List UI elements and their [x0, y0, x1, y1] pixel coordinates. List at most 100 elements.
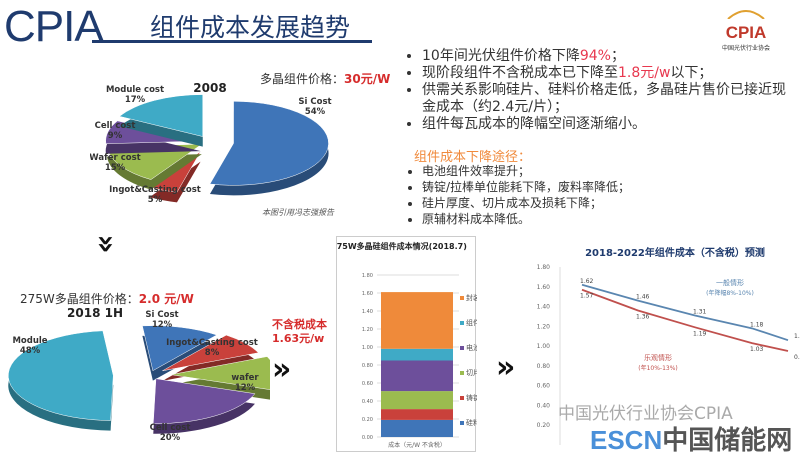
bullet-item: 供需关系影响硅片、硅料价格走低，多晶硅片售价已接近现金成本（约2.4元/片）； — [422, 82, 795, 116]
series-line — [581, 288, 789, 352]
tax-free-label: 不含税成本 — [272, 318, 327, 331]
y-tick-label: 0.40 — [362, 399, 373, 405]
legend-label: 电池制造 — [466, 343, 477, 352]
pie-chart-2008: 2008 Si Cost 54% Ingot&Casting cost 5% Wafer … — [90, 81, 332, 205]
price-label: 275W多晶组件价格： — [20, 292, 139, 306]
bullet-item: 现阶段组件不含税成本已下降至1.8元/w以下； — [422, 65, 795, 82]
slice-label: Si Cost 54% — [298, 97, 331, 117]
source-note: 本图引用冯志强报告 — [262, 208, 334, 217]
series-note: (年10%-13%) — [638, 364, 678, 372]
double-chevron-right-icon: » — [272, 352, 292, 387]
bullet-item: 组件每瓦成本的降幅空间逐渐缩小。 — [422, 116, 795, 133]
slice-label: Wafer cost 15% — [90, 153, 141, 173]
series-line — [581, 283, 789, 342]
y-tick-label: 1.40 — [362, 309, 373, 315]
slice-label: Cell cost 20% — [150, 423, 191, 443]
watermark-escn: ESCN中国储能网 — [590, 427, 792, 453]
page-title: 组件成本发展趋势 — [150, 13, 351, 42]
sub-heading: 组件成本下降途径： — [414, 150, 532, 165]
series-note: (年降幅8%-10%) — [706, 289, 754, 297]
line-chart-title: 2018-2022年组件成本（不含税）预测 — [585, 246, 765, 259]
sub-bullet-item: 铸锭/拉棒单位能耗下降，废料率降低； — [422, 179, 795, 195]
data-label: 1.62 — [580, 278, 594, 285]
pie-slice — [209, 101, 329, 196]
price-value: 2.0 元/W — [138, 292, 194, 306]
y-tick-label: 1.00 — [362, 345, 373, 351]
y-tick-label: 1.20 — [537, 323, 551, 330]
y-tick-label: 0.80 — [537, 363, 551, 370]
bullet-hl: 1.8元/w — [618, 65, 671, 81]
bar-chart-title: 275W多晶硅组件成本情况(2018.7) — [337, 241, 467, 251]
legend-swatch — [460, 421, 464, 425]
data-label: 1.57 — [580, 293, 594, 300]
data-label: 1.31 — [693, 308, 707, 315]
bar-segment — [381, 391, 453, 410]
legend-label: 铸锭 — [466, 393, 477, 402]
double-chevron-right-icon: » — [496, 350, 516, 385]
pie-title: 2008 — [193, 81, 226, 95]
legend-label: 封装辅材 — [466, 293, 477, 302]
bullet-post: ； — [610, 48, 625, 64]
escn-text: ESCN — [590, 425, 663, 455]
pie-slice — [8, 330, 114, 431]
bullet-pre: 供需关系影响硅片、硅料价格走低，多晶硅片售价已接近现金成本（约2.4元/片）； — [422, 82, 786, 115]
bullet-hl: 94% — [579, 48, 611, 64]
y-tick-label: 1.80 — [537, 264, 551, 271]
escn-cn-text: 中国储能网 — [662, 425, 793, 455]
price-label: 多晶组件价格： — [260, 72, 345, 86]
watermark-cpia: 中国光伏行业协会CPIA — [558, 404, 733, 424]
sub-points: 电池组件效率提升；铸锭/拉棒单位能耗下降，废料率降低；硅片厚度、切片成本及损耗下… — [400, 163, 795, 227]
data-label: 0.95 — [794, 354, 800, 361]
title-underline — [92, 40, 372, 43]
line-chart-forecast: 2018-2022年组件成本（不含税）预测 0.20 0.40 0.60 0.80 1.0… — [537, 246, 800, 445]
chevron-down-icon: » — [88, 234, 124, 254]
bar-segment — [381, 409, 453, 420]
y-tick-label: 0.40 — [537, 402, 551, 409]
pie-chart-2018: 2018 1H Si Cost 12% Ingot&Casting cost 8% waf… — [8, 306, 270, 443]
bullet-pre: 现阶段组件不含税成本已下降至 — [422, 65, 618, 81]
y-tick-label: 1.00 — [537, 343, 551, 350]
legend-label: 切片 — [466, 368, 477, 377]
cpia-logo: CPIA 中国光伏行业协会 — [708, 4, 784, 52]
brand-wordmark: CPIA — [4, 2, 104, 51]
y-tick-label: 1.40 — [537, 304, 551, 311]
legend-swatch — [460, 321, 464, 325]
y-tick-label: 1.60 — [537, 284, 551, 291]
legend-swatch — [460, 371, 464, 375]
data-label: 1.19 — [693, 330, 707, 337]
tax-free-cost: 不含税成本 1.63元/w — [272, 318, 327, 346]
y-tick-label: 1.60 — [362, 291, 373, 297]
price-2018: 275W多晶组件价格：2.0 元/W — [20, 290, 194, 307]
legend-swatch — [460, 296, 464, 300]
legend-swatch — [460, 346, 464, 350]
sub-bullet-item: 原辅材料成本降低。 — [422, 211, 795, 227]
y-tick-label: 0.20 — [537, 422, 551, 429]
legend-label: 硅料 — [466, 418, 477, 427]
bar-segment — [381, 419, 453, 437]
price-value: 30元/W — [344, 72, 391, 86]
data-label: 1.06 — [794, 333, 800, 340]
logo-subtext: 中国光伏行业协会 — [721, 45, 770, 52]
pie-slice — [170, 356, 270, 400]
stacked-bar-panel: 275W多晶硅组件成本情况(2018.7) 0.00 0.20 0.40 0.60 0.8… — [331, 236, 494, 452]
bar-segment — [381, 292, 453, 349]
y-tick-label: 0.80 — [362, 363, 373, 369]
data-label: 1.46 — [636, 294, 650, 301]
logo-rays-icon — [727, 10, 765, 20]
bar-segment — [381, 360, 453, 392]
x-axis-label: 成本（元/W 不含税） — [388, 441, 446, 449]
slice-label: Ingot&Casting cost 8% — [166, 338, 258, 358]
bar-segment — [381, 348, 453, 361]
bullet-pre: 10年间光伏组件价格下降 — [422, 48, 580, 64]
slice-label: Module cost 17% — [106, 85, 164, 105]
y-tick-label: 1.80 — [362, 273, 373, 279]
y-tick-label: 0.60 — [362, 381, 373, 387]
bullet-post: 以下； — [670, 65, 713, 81]
sub-bullet-item: 硅片厚度、切片成本及损耗下降； — [422, 195, 795, 211]
y-tick-label: 0.20 — [362, 417, 373, 423]
stacked-bar-chart: 275W多晶硅组件成本情况(2018.7) 0.00 0.20 0.40 0.60 0.8… — [331, 241, 494, 449]
data-label: 1.36 — [636, 314, 650, 321]
data-label: 1.03 — [750, 346, 764, 353]
bullet-item: 10年间光伏组件价格下降94%； — [422, 48, 795, 65]
